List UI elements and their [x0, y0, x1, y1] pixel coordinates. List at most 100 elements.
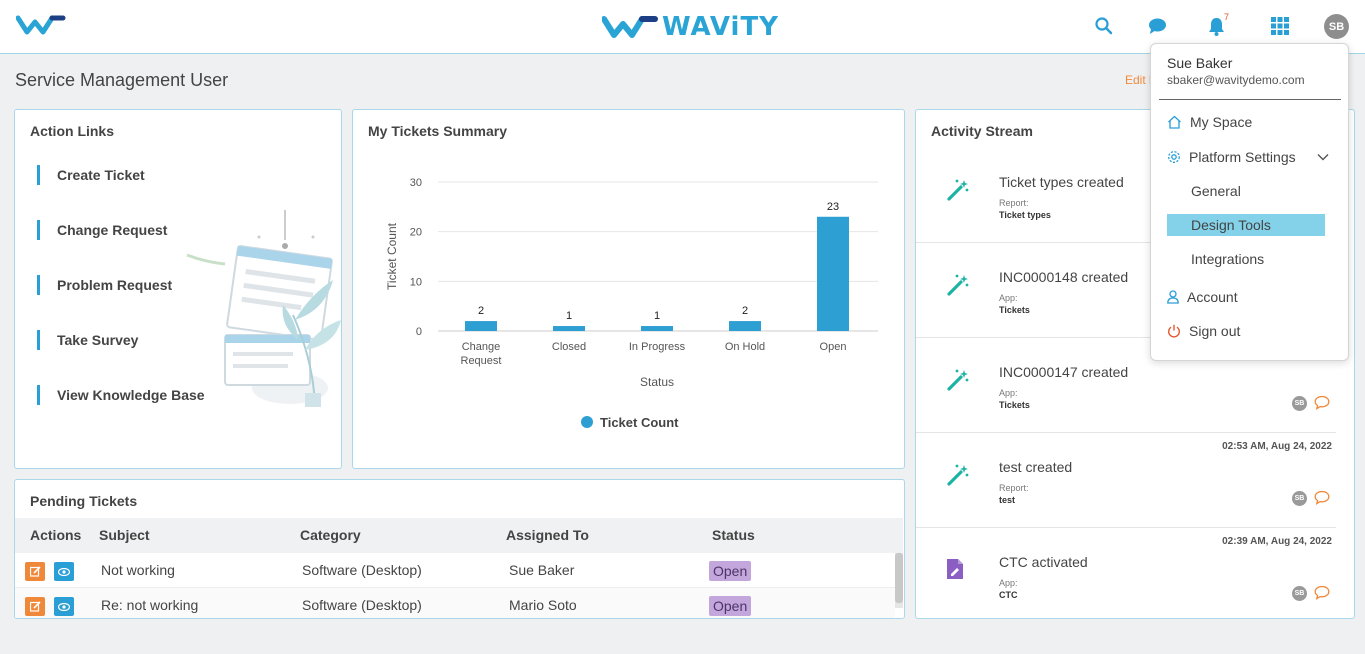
- power-icon: [1168, 324, 1180, 338]
- status-badge: Open: [709, 561, 752, 581]
- tickets-summary-title: My Tickets Summary: [368, 123, 508, 139]
- action-links-title: Action Links: [30, 123, 115, 139]
- x-tick-label: Change: [462, 341, 501, 353]
- magic-wand-icon: [946, 463, 970, 492]
- menu-item-platform-settings[interactable]: Platform Settings: [1167, 149, 1337, 165]
- activity-timestamp: 02:53 AM, Aug 24, 2022: [1222, 441, 1332, 452]
- bar-change-request: [465, 321, 497, 331]
- legend-label: Ticket Count: [600, 415, 679, 430]
- activity-item[interactable]: test created Report: test 02:53 AM, Aug 24,…: [916, 433, 1336, 528]
- user-avatar[interactable]: SB: [1324, 14, 1349, 39]
- row-subject[interactable]: Not working: [101, 562, 175, 578]
- activity-title[interactable]: INC0000148 created: [999, 269, 1129, 285]
- col-assigned-to[interactable]: Assigned To: [506, 527, 589, 543]
- menu-item-label: My Space: [1190, 114, 1253, 130]
- chevron-down-icon[interactable]: [1317, 153, 1329, 161]
- data-label: 1: [566, 310, 572, 322]
- row-assigned-to: Mario Soto: [509, 597, 577, 613]
- menu-item-my-space[interactable]: My Space: [1167, 114, 1252, 130]
- activity-title[interactable]: test created: [999, 459, 1073, 475]
- row-category: Software (Desktop): [302, 562, 422, 578]
- col-actions: Actions: [30, 527, 82, 543]
- action-view-knowledge-base[interactable]: View Knowledge Base: [37, 385, 205, 405]
- activity-title[interactable]: CTC activated: [999, 554, 1088, 570]
- action-take-survey[interactable]: Take Survey: [37, 330, 205, 350]
- col-category[interactable]: Category: [300, 527, 361, 543]
- activity-source-value: Ticket types: [999, 210, 1051, 220]
- activity-item[interactable]: INC0000147 created App: Tickets SB: [916, 338, 1336, 433]
- activity-source-label: App:: [999, 578, 1018, 588]
- pending-tickets-card: Pending Tickets Actions Subject Category…: [14, 479, 905, 619]
- activity-source-value: Tickets: [999, 400, 1030, 410]
- y-axis-label: Ticket Count: [385, 222, 399, 290]
- table-row[interactable]: Not working Software (Desktop) Sue Baker…: [15, 553, 895, 588]
- col-subject[interactable]: Subject: [99, 527, 150, 543]
- view-ticket-button[interactable]: [54, 562, 74, 581]
- bar-on-hold: [729, 321, 761, 331]
- menu-subitem-integrations[interactable]: Integrations: [1191, 251, 1265, 267]
- action-links-illustration: [185, 210, 341, 420]
- activity-title[interactable]: INC0000147 created: [999, 364, 1129, 380]
- magic-wand-icon: [946, 273, 970, 302]
- view-ticket-button[interactable]: [54, 597, 74, 616]
- x-tick-label: Request: [461, 355, 502, 367]
- legend-marker: [581, 416, 593, 428]
- action-change-request[interactable]: Change Request: [37, 220, 205, 240]
- data-label: 23: [827, 201, 839, 213]
- chat-icon[interactable]: [1148, 17, 1167, 40]
- magic-wand-icon: [946, 368, 970, 397]
- comment-icon[interactable]: [1314, 490, 1330, 510]
- menu-item-account[interactable]: Account: [1167, 289, 1238, 305]
- table-row[interactable]: Re: not working Software (Desktop) Mario…: [15, 588, 895, 618]
- y-tick-label: 0: [416, 326, 422, 338]
- activity-user-avatar: SB: [1292, 586, 1307, 601]
- activity-source-value: Tickets: [999, 305, 1030, 315]
- y-tick-label: 20: [410, 227, 422, 239]
- pending-tickets-title: Pending Tickets: [30, 493, 138, 509]
- activity-source-label: App:: [999, 388, 1018, 398]
- edit-layout-link[interactable]: Edit l: [1125, 73, 1152, 87]
- activity-item[interactable]: INC0000148 created App: Tickets: [916, 243, 1336, 338]
- user-email: sbaker@wavitydemo.com: [1167, 73, 1305, 87]
- menu-item-label: Sign out: [1189, 323, 1241, 339]
- x-tick-label: Closed: [552, 341, 586, 353]
- status-badge: Open: [709, 596, 752, 616]
- action-problem-request[interactable]: Problem Request: [37, 275, 205, 295]
- gear-icon: [1168, 151, 1180, 163]
- data-label: 2: [478, 305, 484, 317]
- apps-grid-icon[interactable]: [1271, 17, 1289, 40]
- row-subject[interactable]: Re: not working: [101, 597, 199, 613]
- edit-ticket-button[interactable]: [25, 597, 45, 616]
- wavity-mark-logo[interactable]: [15, 14, 68, 41]
- activity-source-value: CTC: [999, 590, 1018, 600]
- menu-subitem-general[interactable]: General: [1191, 183, 1241, 199]
- action-links-card: Action Links Create Ticket Change Reques…: [14, 109, 342, 469]
- magic-wand-icon: [946, 178, 970, 207]
- tickets-summary-card: My Tickets Summary 0 10 20 30 Ticket Count 2 C…: [352, 109, 905, 469]
- x-tick-label: Open: [820, 341, 847, 353]
- menu-subitem-design-tools[interactable]: Design Tools: [1167, 214, 1325, 236]
- user-name: Sue Baker: [1167, 55, 1233, 71]
- col-status[interactable]: Status: [712, 527, 755, 543]
- activity-item[interactable]: CTC activated App: CTC 02:39 AM, Aug 24, 20…: [916, 528, 1336, 618]
- row-assigned-to: Sue Baker: [509, 562, 575, 578]
- x-axis-label: Status: [640, 375, 674, 389]
- menu-item-label: Platform Settings: [1189, 149, 1296, 165]
- edit-ticket-button[interactable]: [25, 562, 45, 581]
- action-create-ticket[interactable]: Create Ticket: [37, 165, 205, 185]
- activity-user-avatar: SB: [1292, 491, 1307, 506]
- table-scrollbar-thumb[interactable]: [895, 553, 903, 603]
- activity-source-label: App:: [999, 293, 1018, 303]
- brand-logo: WAViTY: [602, 12, 779, 42]
- home-icon: [1168, 115, 1181, 129]
- activity-title[interactable]: Ticket types created: [999, 174, 1124, 190]
- activity-item[interactable]: Ticket types created Report: Ticket types: [916, 148, 1336, 243]
- top-bar: WAViTY 7 SB: [0, 0, 1365, 54]
- bell-icon[interactable]: [1208, 17, 1225, 41]
- menu-item-sign-out[interactable]: Sign out: [1167, 323, 1240, 339]
- comment-icon[interactable]: [1314, 395, 1330, 415]
- comment-icon[interactable]: [1314, 585, 1330, 605]
- bar-closed: [553, 326, 585, 331]
- search-icon[interactable]: [1095, 17, 1113, 40]
- y-tick-label: 10: [410, 276, 422, 288]
